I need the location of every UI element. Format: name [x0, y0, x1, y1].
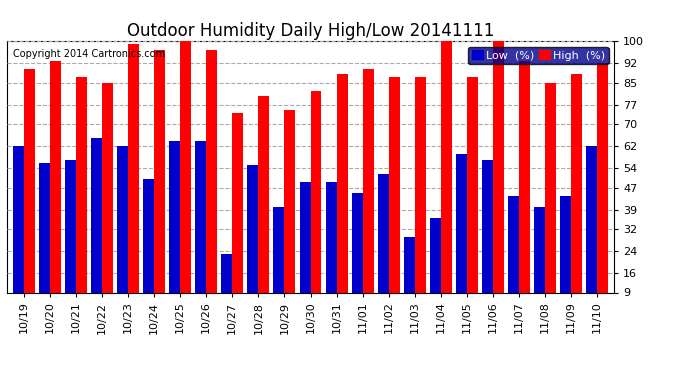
Bar [430, 218, 441, 292]
Bar [571, 74, 582, 292]
Bar [273, 207, 284, 292]
Bar [337, 74, 348, 292]
Bar [76, 77, 87, 292]
Bar [415, 77, 426, 292]
Bar [117, 146, 128, 292]
Bar [195, 141, 206, 292]
Bar [456, 154, 467, 292]
Text: Copyright 2014 Cartronics.com: Copyright 2014 Cartronics.com [13, 49, 165, 59]
Bar [233, 113, 244, 292]
Bar [519, 61, 530, 292]
Bar [363, 69, 373, 292]
Bar [388, 77, 400, 292]
Bar [377, 174, 388, 292]
Legend: Low  (%), High  (%): Low (%), High (%) [469, 47, 609, 64]
Bar [65, 160, 76, 292]
Title: Outdoor Humidity Daily High/Low 20141111: Outdoor Humidity Daily High/Low 20141111 [127, 22, 494, 40]
Bar [24, 69, 34, 292]
Bar [310, 91, 322, 292]
Bar [326, 182, 337, 292]
Bar [441, 41, 452, 292]
Bar [545, 82, 556, 292]
Bar [102, 82, 113, 292]
Bar [128, 44, 139, 292]
Bar [180, 41, 191, 292]
Bar [13, 146, 24, 292]
Bar [50, 61, 61, 292]
Bar [482, 160, 493, 292]
Bar [586, 146, 597, 292]
Bar [560, 196, 571, 292]
Bar [248, 165, 258, 292]
Bar [144, 179, 154, 292]
Bar [467, 77, 477, 292]
Bar [299, 182, 310, 292]
Bar [508, 196, 519, 292]
Bar [221, 254, 233, 292]
Bar [206, 50, 217, 292]
Bar [352, 193, 363, 292]
Bar [91, 138, 102, 292]
Bar [404, 237, 415, 292]
Bar [258, 96, 269, 292]
Bar [493, 41, 504, 292]
Bar [597, 63, 608, 292]
Bar [534, 207, 545, 292]
Bar [284, 110, 295, 292]
Bar [39, 163, 50, 292]
Bar [169, 141, 180, 292]
Bar [154, 50, 165, 292]
